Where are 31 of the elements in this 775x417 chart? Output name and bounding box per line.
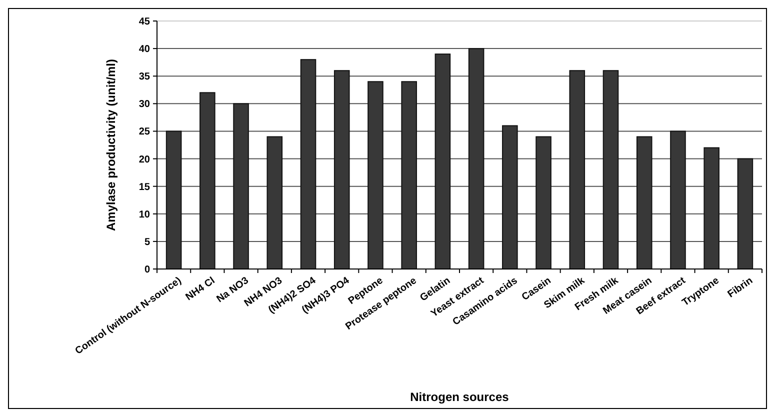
bar	[468, 48, 484, 270]
bar	[636, 136, 652, 270]
bar	[368, 81, 384, 270]
y-tick-label: 0	[144, 264, 150, 276]
bar	[166, 130, 182, 270]
bar	[266, 136, 283, 270]
bar	[704, 147, 720, 270]
x-tick-label: NH4 Cl	[184, 275, 218, 304]
y-tick-label: 40	[138, 44, 150, 56]
x-axis-title: Nitrogen sources	[410, 390, 510, 404]
y-tick-label: 15	[138, 182, 150, 193]
bar	[602, 70, 619, 270]
bar	[737, 158, 754, 270]
y-axis-title: Amylase productivity (unit/ml)	[104, 58, 118, 232]
bar	[502, 125, 518, 270]
bar	[434, 54, 451, 270]
bar	[670, 130, 686, 270]
bar	[334, 70, 350, 270]
bar	[536, 136, 552, 270]
y-tick-label: 35	[138, 72, 150, 83]
y-tick-label: 10	[138, 209, 150, 220]
bar	[200, 92, 216, 270]
y-tick-label: 30	[138, 99, 150, 110]
y-tick-label: 25	[138, 126, 150, 138]
bar	[233, 103, 249, 270]
y-tick-label: 20	[138, 154, 150, 166]
bar	[300, 59, 316, 270]
bar	[401, 81, 417, 270]
y-tick-label: 5	[144, 236, 150, 248]
bar	[569, 70, 586, 270]
y-tick-label: 45	[138, 16, 150, 28]
